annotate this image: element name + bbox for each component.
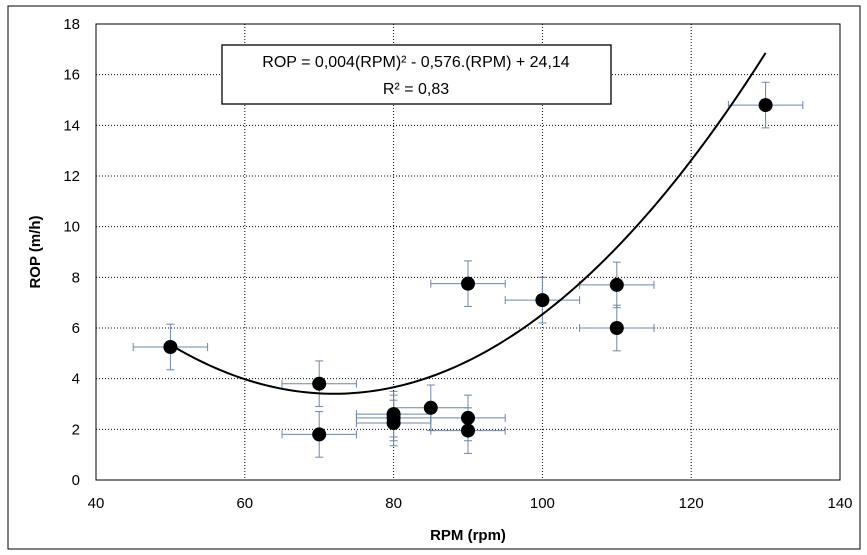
data-point: [163, 340, 178, 354]
data-point: [609, 277, 624, 292]
y-tick-label: 10: [63, 219, 80, 236]
y-tick-label: 14: [63, 117, 80, 134]
x-tick-label: 40: [88, 495, 105, 512]
data-point: [758, 98, 773, 113]
data-point: [535, 293, 550, 308]
x-tick-label: 120: [679, 495, 704, 512]
data-point: [461, 276, 475, 291]
data-point: [386, 416, 401, 430]
trendline-equation: ROP = 0,004(RPM)² - 0,576.(RPM) + 24,14: [262, 54, 569, 71]
data-point: [423, 400, 438, 415]
y-tick-label: 4: [72, 371, 80, 388]
x-tick-label: 100: [530, 495, 555, 512]
equation-box-border: [221, 44, 612, 105]
y-axis-ticks: 0 2 4 6 8 10 12 14 16 18: [63, 16, 80, 489]
y-tick-label: 8: [72, 269, 80, 286]
data-point: [461, 410, 475, 425]
data-points: [163, 98, 773, 442]
data-point: [461, 423, 475, 438]
data-point: [609, 321, 624, 335]
x-tick-label: 80: [385, 495, 402, 512]
y-tick-label: 2: [72, 421, 80, 438]
y-axis-title: ROP (m/h): [27, 215, 44, 288]
r-squared-label: R² = 0,83: [383, 81, 449, 98]
x-tick-label: 140: [827, 495, 852, 512]
y-tick-label: 0: [72, 472, 80, 489]
data-point: [312, 376, 327, 391]
y-tick-label: 12: [63, 168, 80, 185]
y-tick-label: 6: [72, 320, 80, 337]
data-point: [312, 427, 327, 442]
trendline: [169, 52, 767, 395]
x-axis-title: RPM (rpm): [430, 527, 506, 544]
y-tick-label: 16: [63, 67, 80, 84]
x-axis-ticks: 40 60 80 100 120 140: [88, 495, 853, 512]
error-bars: [132, 81, 804, 458]
equation-box: ROP = 0,004(RPM)² - 0,576.(RPM) + 24,14 …: [221, 44, 612, 105]
y-tick-label: 18: [63, 16, 80, 33]
x-tick-label: 60: [236, 495, 253, 512]
